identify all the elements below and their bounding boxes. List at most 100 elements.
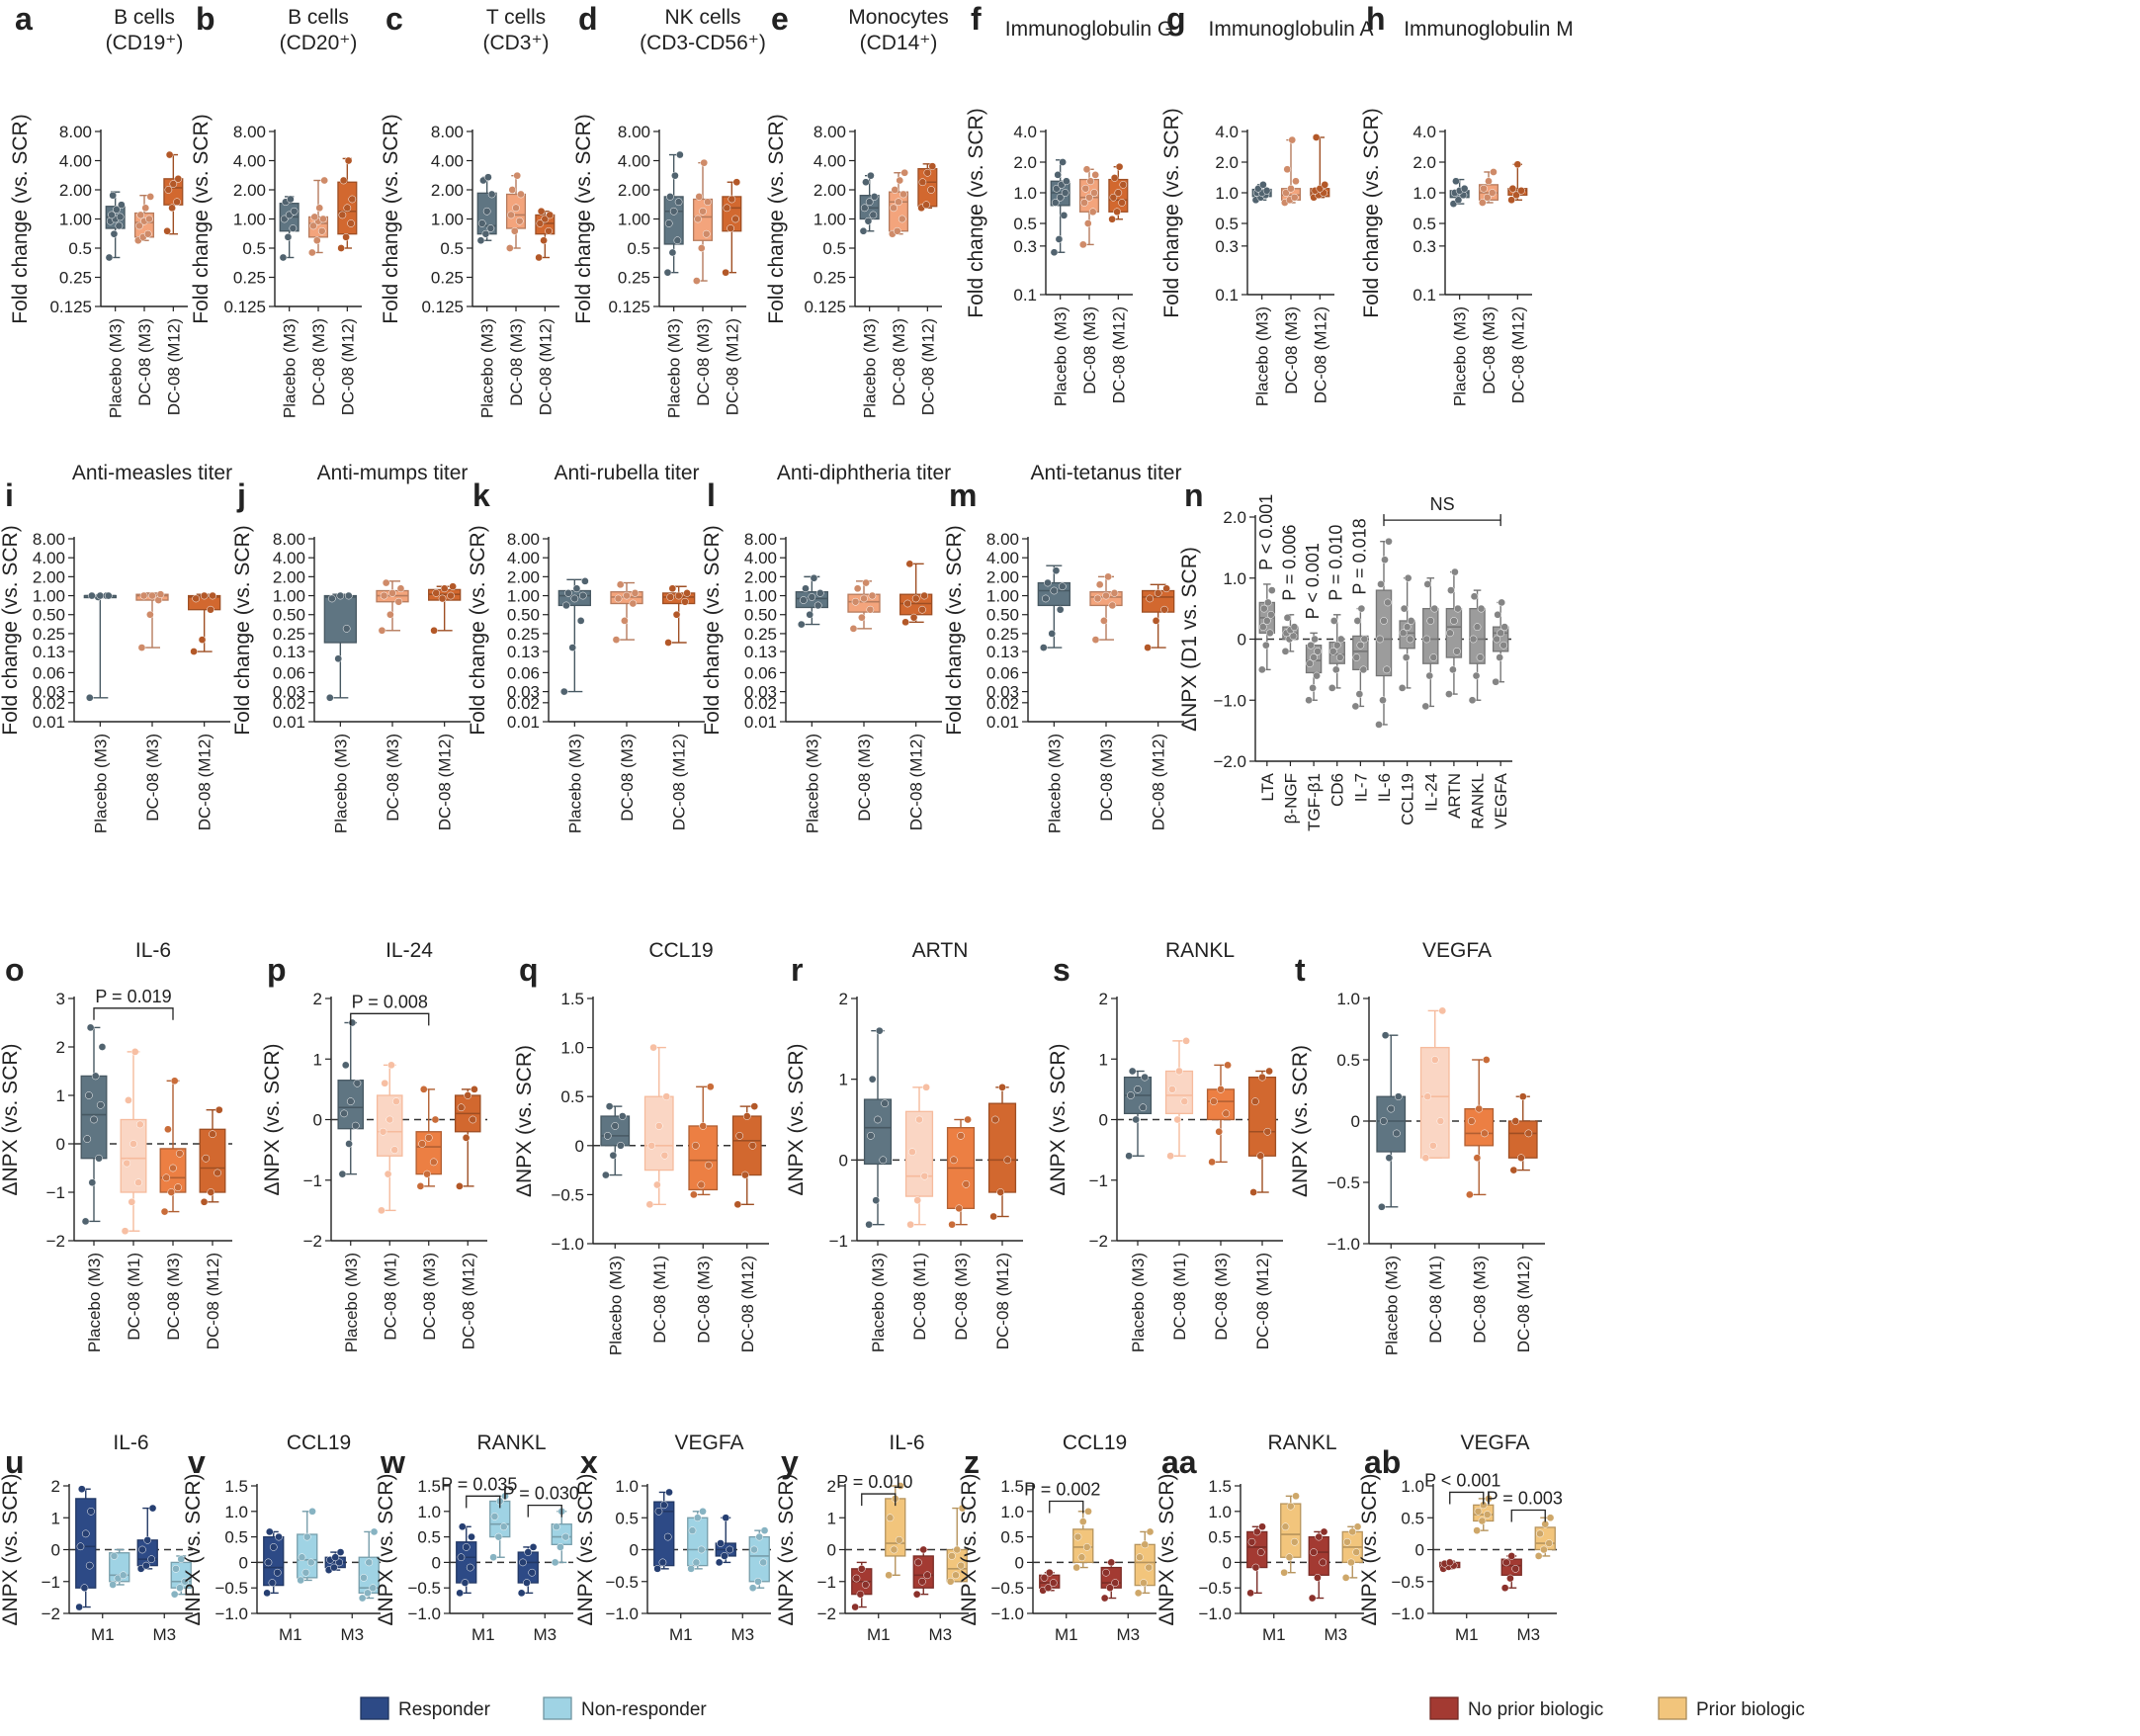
data-point [348, 1018, 357, 1027]
data-point [1115, 162, 1124, 171]
data-point [908, 1148, 916, 1157]
box-M1-noprior [851, 1561, 873, 1611]
y-tick-label: 2 [313, 990, 322, 1008]
box-DC-08 (M3) [1280, 135, 1302, 207]
y-tick-label: 1.00 [813, 211, 846, 229]
box-DC-08 (M3) [135, 590, 169, 651]
x-tick-label: Placebo (M3) [1129, 1253, 1148, 1352]
data-point [1054, 171, 1063, 179]
x-tick-label: DC-08 (M12) [1508, 306, 1527, 403]
data-point [915, 1115, 923, 1124]
data-point [918, 1577, 926, 1586]
y-tick-label: −2 [303, 1232, 322, 1251]
data-point [1082, 1543, 1091, 1551]
data-point [727, 224, 734, 232]
box-iqr [888, 191, 909, 232]
box-DC-08 (M3) [946, 1115, 976, 1229]
chart-title: Anti-mumps titer [317, 462, 469, 484]
data-point [269, 1543, 278, 1551]
data-point [1073, 1532, 1082, 1541]
box-DC-08 (M12) [987, 1083, 1017, 1221]
y-axis-label: ΔNPX (vs. SCR) [785, 1043, 808, 1195]
data-point [1460, 184, 1469, 193]
y-tick-label: −1.0 [605, 1605, 639, 1623]
data-point [666, 593, 675, 601]
data-point [663, 268, 672, 277]
y-tick-label: 2 [51, 1477, 60, 1496]
data-point [370, 1527, 379, 1536]
panel-label: l [707, 477, 716, 513]
x-tick-label: M3 [730, 1625, 754, 1644]
chart-title: IL-6 [135, 939, 171, 962]
data-point [869, 211, 878, 219]
y-tick-label: 8.00 [507, 530, 540, 549]
data-point [545, 226, 553, 235]
data-point [1049, 1579, 1058, 1587]
data-point [687, 1565, 696, 1573]
data-point [1468, 696, 1477, 705]
data-point [1182, 1037, 1190, 1045]
box-DC-08 (M3) [1478, 168, 1499, 207]
y-axis-label: ΔNPX (vs. SCR) [375, 1473, 397, 1625]
box-iqr [1464, 1107, 1495, 1147]
data-point [699, 1122, 708, 1130]
data-point [919, 1545, 928, 1554]
data-point [1452, 177, 1460, 186]
data-point [732, 178, 741, 187]
p-value-label: P = 0.003 [1487, 1489, 1563, 1509]
box-iqr [688, 1125, 719, 1191]
data-point [424, 1134, 433, 1142]
data-point [1052, 566, 1061, 575]
data-point [85, 1091, 93, 1099]
data-point [853, 584, 862, 593]
y-tick-label: 4.00 [744, 549, 777, 567]
box-DC-08 (M3) [1089, 572, 1123, 644]
box-DC-08 (M1) [1419, 1006, 1450, 1163]
data-point [1267, 586, 1276, 594]
data-point [653, 1565, 662, 1573]
x-tick-label: DC-08 (M3) [420, 1253, 439, 1341]
data-point [540, 236, 548, 245]
data-point [952, 1571, 960, 1580]
y-tick-label: −0.5 [551, 1185, 584, 1204]
data-point [121, 1227, 129, 1236]
box-M3-prior [1341, 1522, 1363, 1582]
data-point [77, 1485, 86, 1494]
data-point [660, 1151, 669, 1160]
y-tick-label: 0.06 [507, 663, 540, 682]
data-point [800, 596, 808, 604]
data-point [1072, 1563, 1081, 1572]
data-point [170, 1077, 179, 1085]
data-point [1474, 1507, 1483, 1516]
box-M3-prior [1534, 1514, 1556, 1560]
data-point [1286, 1502, 1295, 1511]
y-tick-label: 0.5 [1013, 215, 1037, 233]
y-tick-label: 0 [313, 1111, 322, 1130]
data-point [461, 1579, 470, 1587]
data-point [369, 1584, 378, 1593]
data-point [360, 1574, 368, 1582]
y-tick-label: 1 [827, 1509, 836, 1527]
data-point [1511, 1565, 1520, 1573]
panel-label: y [781, 1444, 799, 1480]
data-point [207, 605, 214, 614]
panel-u: u IL-6 2 1 0 −1 −2 ΔNPX (vs. SCR) M1 M3 [0, 1432, 193, 1644]
x-tick-label: DC-08 (M12) [1514, 1256, 1533, 1352]
data-point [896, 176, 904, 185]
data-point [1332, 641, 1341, 650]
data-point [1454, 196, 1463, 205]
data-point [1256, 1548, 1265, 1556]
panel-y: y IL-6 2 1 0 −1 −2 ΔNPX (vs. SCR) M1 M3 P = 0.010 [775, 1432, 969, 1644]
data-point [1421, 702, 1430, 711]
x-tick-label: Placebo (M3) [342, 1253, 361, 1352]
data-point [874, 1115, 882, 1124]
data-point [135, 1120, 144, 1129]
box-DC-08 (M3) [133, 193, 155, 245]
chart-subtitle: (CD3⁺) [482, 32, 549, 54]
significance-bracket [466, 1495, 501, 1509]
data-point [1436, 1117, 1445, 1125]
data-point [1160, 605, 1168, 614]
data-point [605, 1102, 614, 1110]
